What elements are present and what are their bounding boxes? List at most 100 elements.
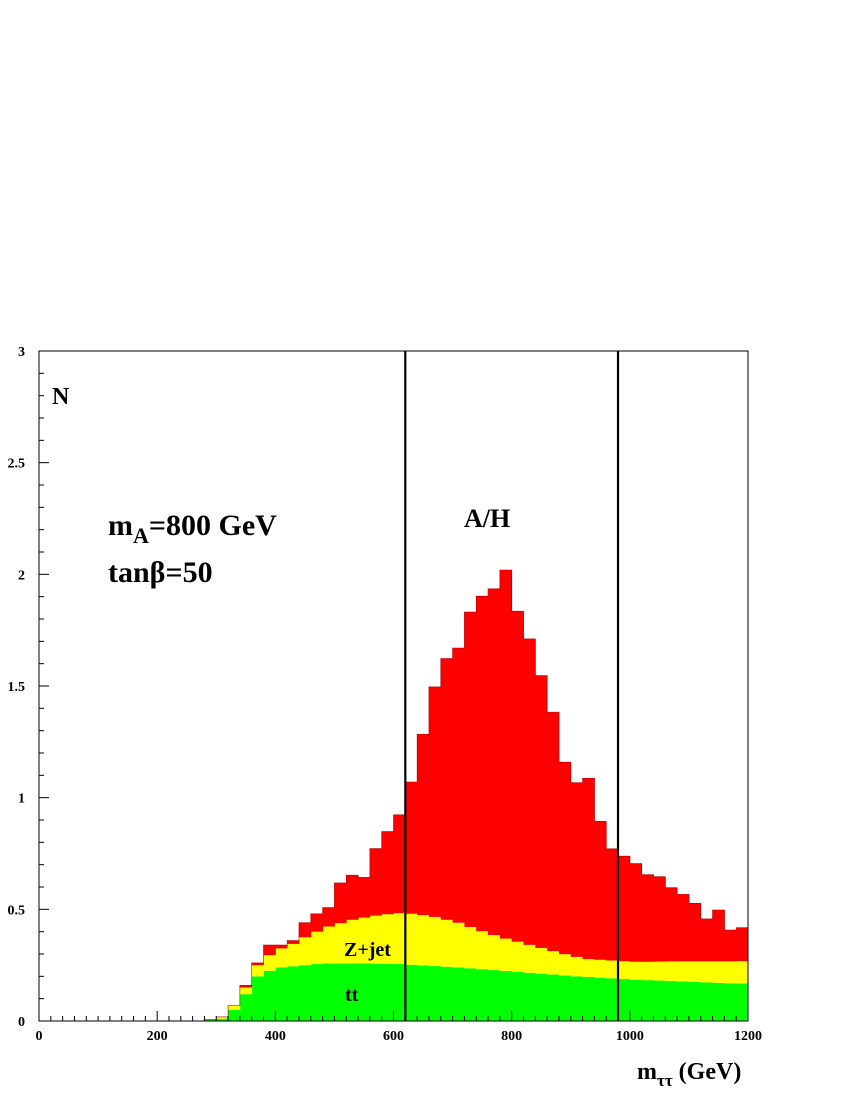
bar-tt-36 bbox=[464, 968, 477, 1021]
bar-tt-33 bbox=[428, 966, 442, 1021]
bar-zjet-18 bbox=[251, 965, 264, 977]
bar-ah-45 bbox=[570, 782, 583, 957]
bar-tt-23 bbox=[310, 964, 323, 1021]
bar-zjet-25 bbox=[334, 923, 347, 964]
bar-ah-34 bbox=[440, 658, 453, 920]
y-tick-label: 1.5 bbox=[8, 680, 26, 695]
bar-zjet-51 bbox=[641, 961, 654, 981]
bar-tt-14 bbox=[204, 1019, 217, 1021]
bar-ah-29 bbox=[381, 831, 394, 915]
bar-ah-50 bbox=[629, 863, 643, 962]
bar-tt-57 bbox=[712, 982, 725, 1021]
mass-annotation-main: m bbox=[108, 509, 133, 542]
bar-tt-50 bbox=[629, 979, 643, 1021]
bar-tt-39 bbox=[499, 970, 513, 1021]
bar-ah-40 bbox=[511, 611, 524, 942]
bar-ah-58 bbox=[724, 930, 737, 962]
bar-ah-24 bbox=[322, 907, 335, 927]
bar-zjet-16 bbox=[228, 1005, 241, 1010]
bar-ah-44 bbox=[558, 762, 572, 955]
bar-tt-55 bbox=[688, 981, 702, 1021]
bar-tt-21 bbox=[287, 966, 300, 1021]
bar-tt-42 bbox=[535, 973, 548, 1021]
bar-zjet-40 bbox=[511, 941, 524, 972]
bar-tt-47 bbox=[594, 977, 607, 1021]
bar-zjet-17 bbox=[239, 987, 253, 995]
x-axis-label-main: m bbox=[637, 1059, 657, 1085]
bar-zjet-56 bbox=[700, 961, 713, 983]
bar-tt-15 bbox=[216, 1018, 229, 1021]
bar-ah-37 bbox=[476, 596, 489, 932]
mass-annotation: mA=800 GeV bbox=[108, 509, 277, 548]
bar-tt-45 bbox=[570, 976, 583, 1021]
bar-tt-35 bbox=[452, 967, 465, 1021]
bar-ah-53 bbox=[665, 887, 678, 962]
bar-ah-51 bbox=[641, 874, 654, 962]
bar-ah-54 bbox=[677, 894, 690, 962]
bar-zjet-15 bbox=[216, 1016, 229, 1019]
bar-ah-19 bbox=[263, 945, 276, 956]
bar-zjet-44 bbox=[558, 954, 572, 976]
x-axis-label: mττ (GeV) bbox=[637, 1059, 741, 1090]
bar-ah-55 bbox=[688, 903, 702, 962]
bar-tt-27 bbox=[358, 963, 371, 1021]
bar-ah-49 bbox=[618, 856, 631, 962]
bar-tt-25 bbox=[334, 963, 347, 1021]
bar-tt-40 bbox=[511, 971, 524, 1021]
bar-zjet-41 bbox=[523, 944, 536, 973]
bar-ah-39 bbox=[499, 570, 513, 939]
bar-tt-53 bbox=[665, 981, 678, 1021]
bar-zjet-54 bbox=[677, 961, 690, 982]
y-tick-label: 3 bbox=[18, 345, 25, 360]
bar-zjet-43 bbox=[547, 951, 560, 975]
bar-tt-48 bbox=[606, 978, 619, 1021]
bar-zjet-58 bbox=[724, 961, 737, 984]
bar-ah-25 bbox=[334, 882, 347, 924]
bar-ah-56 bbox=[700, 918, 713, 962]
bars-layer bbox=[39, 569, 749, 1022]
bar-ah-42 bbox=[535, 675, 548, 948]
bar-ah-57 bbox=[712, 910, 725, 962]
bar-tt-30 bbox=[393, 964, 406, 1021]
bar-tt-43 bbox=[547, 974, 560, 1021]
bar-zjet-31 bbox=[405, 913, 418, 965]
x-tick-label: 200 bbox=[147, 1029, 168, 1044]
bar-tt-29 bbox=[381, 963, 394, 1021]
bar-zjet-45 bbox=[570, 956, 583, 977]
x-axis-label-rest: (GeV) bbox=[673, 1059, 742, 1085]
x-axis-label-sub: ττ bbox=[657, 1071, 673, 1090]
x-tick-label: 400 bbox=[265, 1029, 286, 1044]
bar-zjet-23 bbox=[310, 931, 323, 965]
bar-ah-35 bbox=[452, 648, 465, 923]
x-tick-label: 800 bbox=[501, 1029, 522, 1044]
tt-label: tt bbox=[345, 984, 359, 1006]
bar-tt-59 bbox=[736, 983, 749, 1021]
bar-zjet-35 bbox=[452, 922, 465, 968]
bar-tt-38 bbox=[488, 970, 501, 1021]
bar-zjet-53 bbox=[665, 961, 678, 982]
bar-tt-19 bbox=[263, 970, 276, 1021]
bar-tt-52 bbox=[653, 980, 666, 1021]
bar-ah-17 bbox=[239, 985, 253, 988]
y-tick-label: 2.5 bbox=[8, 457, 26, 472]
bar-tt-24 bbox=[322, 963, 335, 1021]
bar-ah-59 bbox=[736, 927, 749, 962]
tanbeta-annotation: tanβ=50 bbox=[108, 556, 213, 589]
bar-zjet-55 bbox=[688, 961, 702, 982]
cut-lines-layer bbox=[404, 351, 620, 1021]
bar-tt-32 bbox=[417, 965, 430, 1021]
bar-ah-28 bbox=[369, 848, 383, 916]
bar-tt-46 bbox=[582, 977, 595, 1021]
bar-tt-37 bbox=[476, 969, 489, 1021]
bar-zjet-21 bbox=[287, 943, 300, 967]
x-tick-label: 1200 bbox=[734, 1029, 762, 1044]
bar-ah-26 bbox=[346, 875, 359, 920]
bar-tt-44 bbox=[558, 975, 572, 1021]
bar-zjet-47 bbox=[594, 959, 607, 978]
bar-tt-56 bbox=[700, 982, 713, 1021]
bar-ah-22 bbox=[298, 922, 312, 938]
bar-ah-33 bbox=[428, 686, 442, 917]
bar-zjet-22 bbox=[298, 937, 312, 966]
y-tick-label: 0 bbox=[18, 1015, 25, 1030]
